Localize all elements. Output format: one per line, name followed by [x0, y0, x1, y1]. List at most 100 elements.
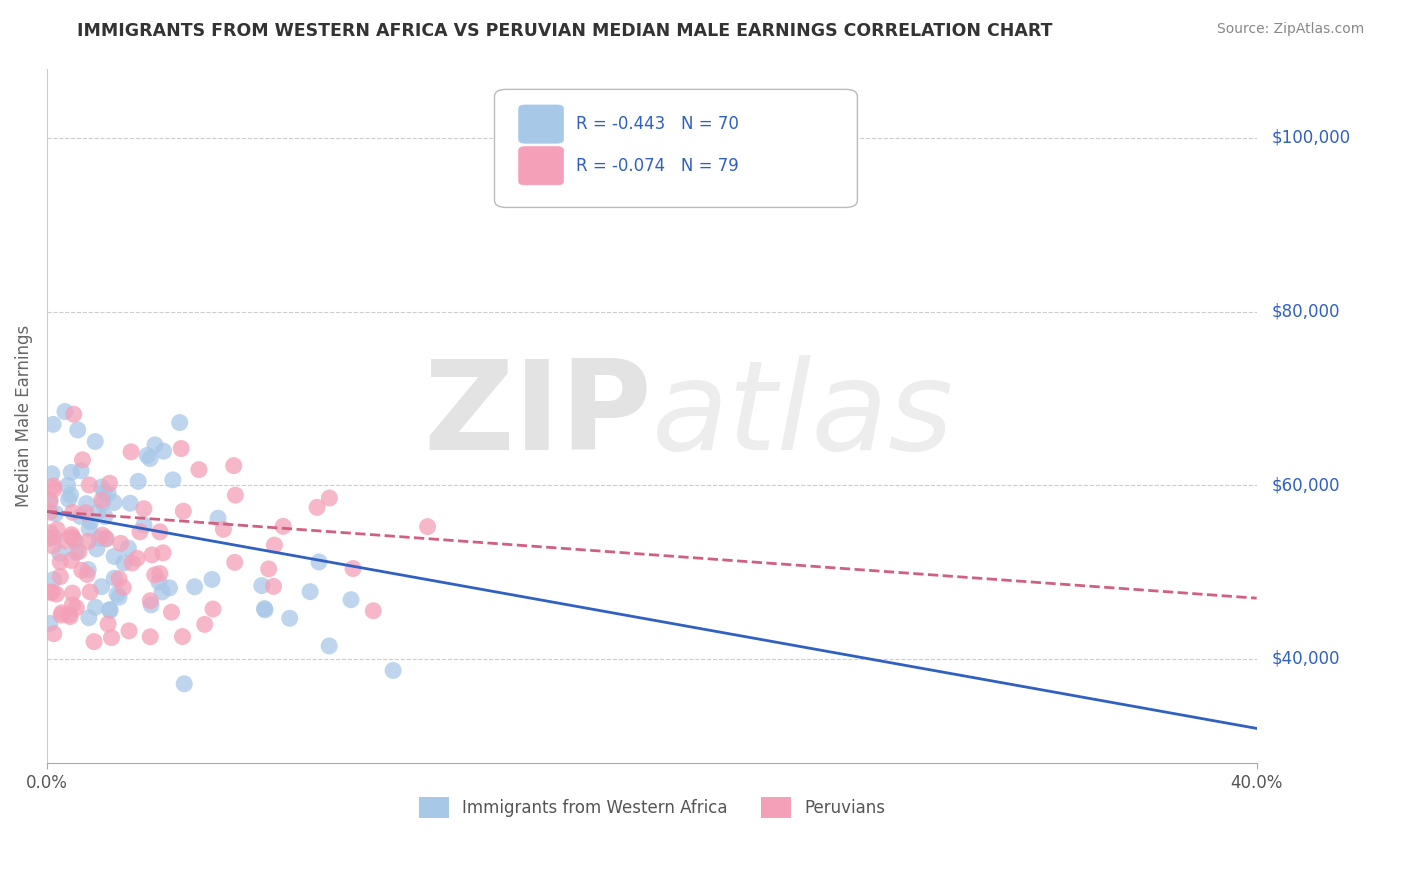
FancyBboxPatch shape [495, 89, 858, 208]
Point [42, 573, 65, 587]
Point [152, 546, 174, 560]
Point [172, 630, 194, 644]
Point [39, 616, 62, 631]
Point [139, 598, 162, 612]
Point [39, 585, 62, 599]
Point [278, 611, 301, 625]
Point [91, 496, 114, 510]
Point [60, 530, 83, 544]
Point [77, 563, 100, 577]
Point [172, 504, 194, 518]
Point [84, 434, 107, 449]
Point [65, 600, 87, 615]
Point [105, 587, 128, 601]
Point [139, 593, 162, 607]
Point [79, 515, 101, 529]
Point [72, 452, 94, 467]
Point [318, 639, 340, 653]
Point [224, 488, 246, 502]
Point [103, 495, 125, 509]
Text: R = -0.443   N = 70: R = -0.443 N = 70 [575, 115, 738, 133]
Point [83, 634, 105, 648]
Point [60, 527, 83, 541]
Point [45, 507, 67, 521]
Point [170, 442, 193, 456]
Point [60, 553, 83, 567]
Point [183, 580, 205, 594]
Point [253, 601, 276, 615]
Point [340, 592, 363, 607]
Point [98, 602, 121, 616]
Point [97, 616, 120, 631]
Point [121, 556, 143, 570]
Point [39, 505, 62, 519]
Point [89, 531, 111, 545]
Point [70, 563, 93, 577]
Point [224, 555, 246, 569]
Point [132, 501, 155, 516]
Point [58, 492, 80, 507]
FancyBboxPatch shape [519, 105, 564, 144]
Point [118, 624, 141, 638]
Point [59, 488, 82, 502]
Point [75, 506, 97, 520]
Point [342, 561, 364, 575]
Point [62, 505, 84, 519]
Point [90, 493, 112, 508]
Point [125, 551, 148, 566]
Point [318, 491, 340, 505]
Point [108, 590, 131, 604]
Point [42, 479, 65, 493]
Point [65, 534, 87, 549]
Point [148, 574, 170, 589]
Point [66, 423, 89, 437]
Text: $60,000: $60,000 [1271, 476, 1340, 494]
Point [162, 473, 184, 487]
Point [103, 549, 125, 564]
Point [136, 449, 159, 463]
Point [120, 496, 142, 510]
Point [65, 545, 87, 559]
Point [39, 493, 62, 508]
Point [93, 485, 115, 500]
Point [253, 603, 276, 617]
Point [98, 603, 121, 617]
Point [42, 626, 65, 640]
Point [110, 536, 132, 550]
Point [96, 532, 118, 546]
Point [132, 518, 155, 533]
Point [263, 579, 285, 593]
Point [159, 581, 181, 595]
Point [70, 464, 93, 478]
Point [257, 562, 280, 576]
Point [45, 587, 67, 601]
Point [42, 530, 65, 544]
Text: $40,000: $40,000 [1271, 650, 1340, 668]
Point [79, 585, 101, 599]
Y-axis label: Median Male Earnings: Median Male Earnings [15, 325, 32, 507]
Point [117, 541, 139, 555]
Point [77, 534, 100, 549]
Point [46, 523, 69, 537]
Point [67, 544, 90, 558]
Point [39, 531, 62, 545]
Point [90, 480, 112, 494]
Point [112, 581, 135, 595]
Point [49, 608, 72, 623]
Point [98, 476, 121, 491]
Point [307, 500, 329, 515]
Point [143, 438, 166, 452]
Point [62, 407, 84, 421]
Point [187, 462, 209, 476]
Point [94, 509, 117, 524]
Point [127, 475, 149, 489]
Point [201, 602, 224, 616]
Point [149, 566, 172, 581]
Text: Source: ZipAtlas.com: Source: ZipAtlas.com [1216, 22, 1364, 37]
Point [60, 466, 83, 480]
Point [76, 567, 98, 582]
Point [173, 677, 195, 691]
Point [194, 617, 217, 632]
Point [207, 511, 229, 525]
Point [129, 524, 152, 539]
